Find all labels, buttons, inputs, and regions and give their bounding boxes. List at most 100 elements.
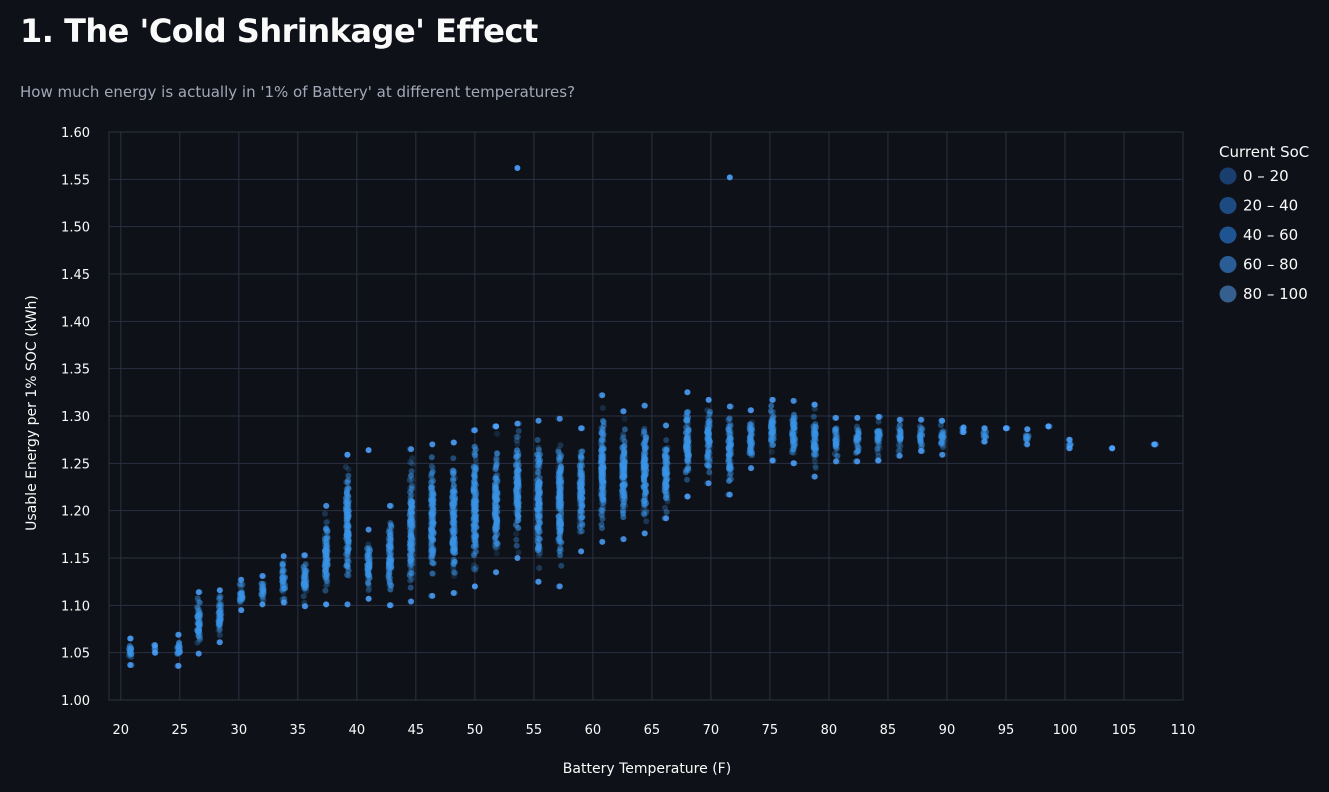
data-point [768, 436, 775, 443]
data-point [938, 432, 945, 439]
data-point [428, 463, 435, 470]
data-point [428, 520, 435, 527]
data-point [279, 587, 286, 594]
data-point [917, 427, 924, 434]
data-point [600, 445, 607, 452]
data-point [747, 421, 753, 428]
data-point [747, 446, 753, 453]
data-point [875, 440, 882, 447]
data-point [556, 531, 563, 538]
data-point [472, 494, 479, 501]
data-point [661, 476, 668, 483]
data-point [725, 416, 732, 423]
data-point [449, 503, 456, 510]
data-point [345, 512, 352, 519]
data-point [408, 482, 415, 489]
data-point [579, 503, 586, 510]
data-point [450, 475, 457, 482]
data-point [429, 501, 436, 508]
data-point [429, 511, 436, 518]
data-point [515, 549, 522, 556]
data-point [430, 523, 436, 529]
data-point [599, 430, 605, 437]
data-point [812, 430, 819, 436]
data-point [323, 601, 330, 608]
data-point [810, 451, 817, 458]
data-point [430, 560, 437, 567]
data-point [386, 579, 393, 586]
data-point [622, 503, 628, 509]
data-point [514, 507, 520, 514]
x-tick-label: 20 [113, 723, 130, 738]
data-point [854, 446, 861, 453]
data-point [450, 527, 457, 534]
data-point [344, 556, 351, 563]
data-point [707, 408, 713, 415]
data-point [812, 452, 819, 459]
data-point [366, 548, 373, 554]
data-point [470, 562, 477, 569]
data-point [981, 425, 988, 432]
data-point [408, 560, 414, 567]
data-point [642, 489, 649, 496]
data-point [492, 462, 499, 469]
data-point [365, 526, 372, 533]
data-point [664, 444, 671, 451]
data-point [450, 467, 457, 474]
data-point [599, 504, 606, 511]
x-tick-label: 65 [644, 723, 661, 738]
data-point [537, 515, 543, 522]
data-point [452, 495, 459, 502]
data-point [537, 536, 543, 543]
data-point [429, 487, 436, 494]
data-point [282, 585, 288, 592]
page-title: 1. The 'Cold Shrinkage' Effect [20, 12, 538, 50]
x-tick-label: 60 [585, 723, 602, 738]
data-point [280, 562, 287, 569]
data-point [514, 474, 521, 481]
data-point [831, 426, 838, 433]
legend-swatch [1219, 197, 1237, 214]
data-point [874, 438, 881, 445]
data-point [536, 536, 543, 542]
data-point [535, 456, 542, 463]
data-point [345, 545, 352, 552]
data-point [579, 509, 586, 516]
legend-swatch [1219, 167, 1237, 185]
data-point [728, 447, 735, 454]
data-point [577, 477, 584, 484]
data-point [854, 434, 861, 441]
data-point [324, 581, 331, 588]
data-point [769, 457, 776, 464]
data-point [664, 498, 671, 505]
data-point [556, 496, 563, 503]
data-point [472, 542, 479, 548]
data-point [556, 485, 563, 492]
data-point [491, 509, 498, 516]
data-point [896, 422, 903, 429]
data-point [494, 489, 501, 496]
data-point [597, 506, 604, 513]
data-point [344, 562, 351, 568]
data-point [343, 500, 350, 507]
x-tick-label: 95 [998, 723, 1015, 738]
data-point [578, 479, 584, 485]
data-point [854, 428, 861, 435]
data-point [555, 495, 562, 502]
data-point [345, 546, 352, 552]
data-point [407, 534, 414, 541]
data-point [537, 550, 543, 557]
data-point [812, 464, 819, 471]
data-point [535, 444, 542, 451]
data-point [195, 632, 202, 639]
data-point [345, 511, 352, 518]
y-tick-label: 1.55 [61, 173, 90, 188]
data-point [345, 499, 352, 506]
data-point [790, 460, 797, 467]
data-point [599, 489, 606, 496]
data-point [365, 579, 371, 586]
data-point [450, 481, 457, 488]
data-point [408, 576, 415, 583]
data-point [854, 444, 861, 450]
data-point [619, 444, 626, 451]
